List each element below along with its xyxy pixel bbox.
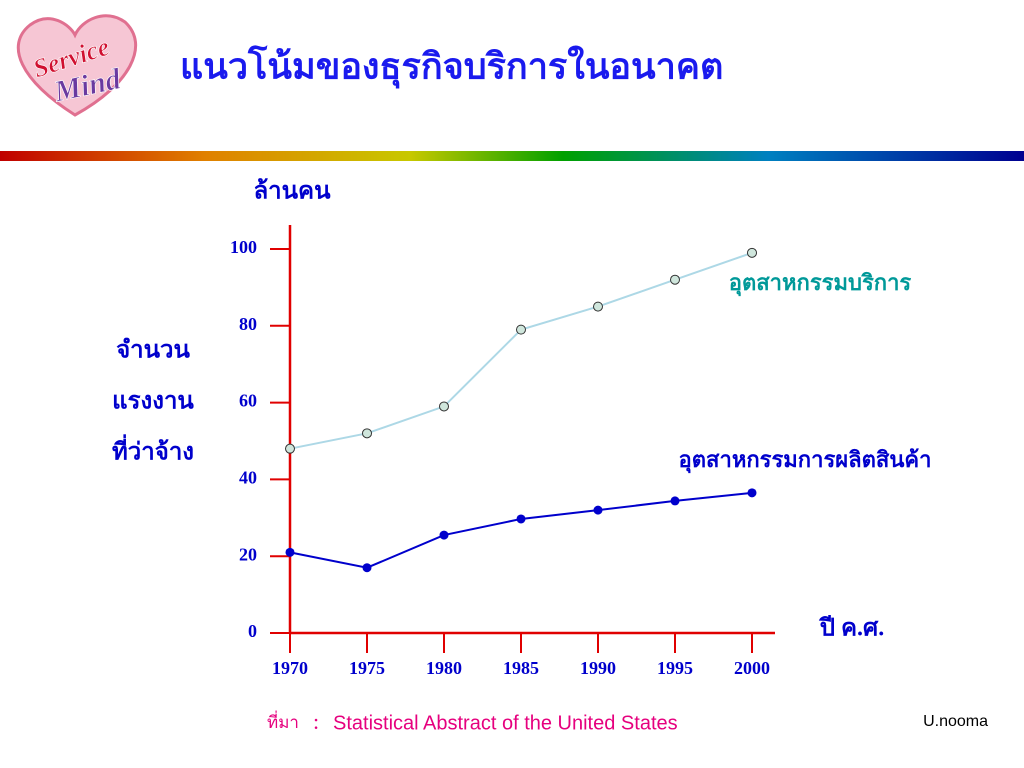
rainbow-bar <box>0 151 1024 161</box>
x-tick-label: 1970 <box>272 658 308 678</box>
y-axis-label: ที่ว่าจ้าง <box>112 434 194 466</box>
y-axis-label: แรงงาน <box>112 389 194 415</box>
data-point <box>362 563 372 573</box>
y-tick-label: 80 <box>239 314 257 334</box>
footer: U.nooma <box>923 713 988 730</box>
data-point <box>516 324 526 335</box>
x-tick-label: 1995 <box>657 658 693 678</box>
logo-heart <box>16 14 137 117</box>
data-point <box>285 443 295 454</box>
series-line <box>289 251 753 450</box>
source-separator: : <box>313 709 319 734</box>
data-point <box>670 496 680 506</box>
data-point <box>747 488 757 498</box>
data-point <box>439 401 449 412</box>
y-unit: ล้านคน <box>253 178 331 205</box>
x-tick-label: 1985 <box>503 658 539 678</box>
series-line <box>289 491 753 569</box>
source-label: ที่มา <box>267 710 299 732</box>
y-axis-label: จำนวน <box>116 337 190 364</box>
x-tick-label: 1980 <box>426 658 462 678</box>
series-label: อุตสาหกรรมบริการ <box>729 270 912 297</box>
data-point <box>516 514 526 524</box>
x-tick-label: 2000 <box>734 658 770 678</box>
logo: Service Mind <box>16 14 137 117</box>
data-point <box>593 505 603 515</box>
y-tick-label: 20 <box>239 544 257 564</box>
data-point <box>670 274 680 285</box>
x-axis-label: ปี ค.ศ. <box>819 615 885 642</box>
slide-title: แนวโน้มของธุรกิจบริการในอนาคต <box>180 44 723 89</box>
x-tick-label: 1975 <box>349 658 385 678</box>
y-tick-label: 0 <box>248 621 257 641</box>
series-label: อุตสาหกรรมการผลิตสินค้า <box>679 447 932 474</box>
x-tick-label: 1990 <box>580 658 616 678</box>
data-point <box>593 301 603 312</box>
data-point <box>362 428 372 439</box>
data-point <box>285 547 295 557</box>
data-point <box>747 247 757 258</box>
data-point <box>439 530 449 540</box>
y-tick-label: 40 <box>239 468 257 488</box>
y-tick-label: 60 <box>239 391 257 411</box>
y-tick-label: 100 <box>230 237 257 257</box>
source-text: Statistical Abstract of the United State… <box>333 712 678 734</box>
